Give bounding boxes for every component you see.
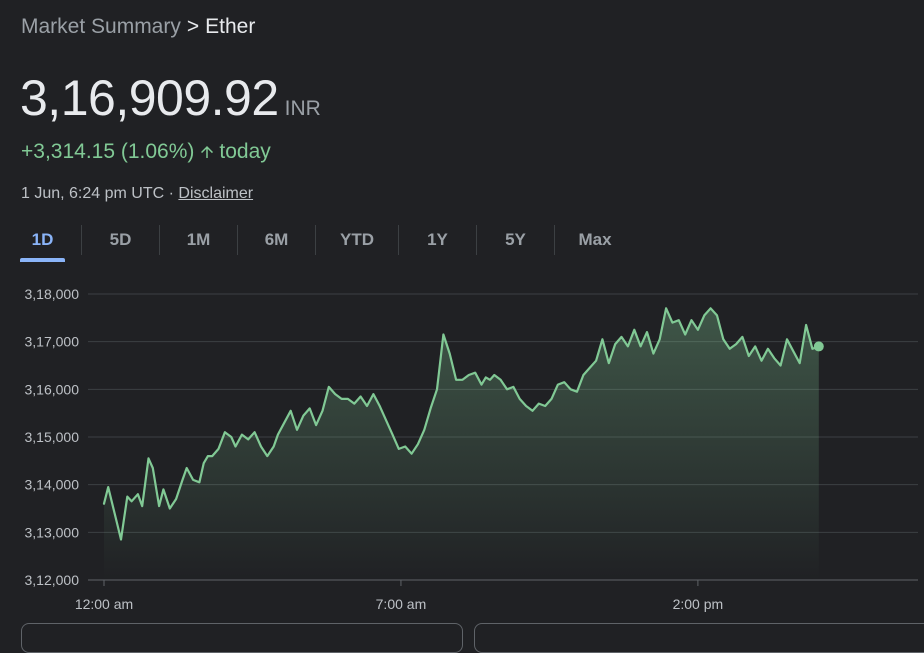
tab-5d[interactable]: 5D [109,230,132,249]
tab-divider [554,225,555,255]
y-tick-label: 3,18,000 [25,286,80,302]
change-amount: +3,314.15 [21,140,116,163]
y-tick-label: 3,15,000 [25,429,80,445]
breadcrumb-separator: > [186,15,200,38]
timestamp-row: 1 Jun, 6:24 pm UTC · Disclaimer [21,184,253,204]
breadcrumb-market-summary[interactable]: Market Summary [21,15,181,38]
tab-5y[interactable]: 5Y [505,230,526,249]
tab-divider [237,225,238,255]
y-tick-label: 3,16,000 [25,381,80,397]
price-line[interactable] [102,307,820,541]
x-tick-label: 7:00 am [376,596,427,612]
y-tick-label: 3,17,000 [25,334,80,350]
tab-6m[interactable]: 6M [264,230,289,249]
tab-divider [398,225,399,255]
range-tabs: 1D 5D 1M 6M YTD 1Y 5Y Max [20,222,635,262]
timestamp: 1 Jun, 6:24 pm UTC [21,185,165,202]
y-tick-label: 3,13,000 [25,524,80,540]
price-value: 3,16,909.92 [20,70,279,126]
y-tick-label: 3,12,000 [25,572,80,588]
tab-ytd[interactable]: YTD [340,230,374,249]
y-axis-labels: 3,12,000 3,13,000 3,14,000 3,15,000 3,16,000… [25,286,80,588]
disclaimer-link[interactable]: Disclaimer [178,185,254,202]
x-axis: 12:00 am 7:00 am 2:00 pm [75,580,723,612]
price-area-fill [104,308,819,580]
x-tick-label: 12:00 am [75,596,133,612]
price-row: 3,16,909.92 INR [20,70,321,126]
tab-1m[interactable]: 1M [186,230,211,249]
breadcrumb-current: Ether [205,15,256,38]
breadcrumb: Market Summary > Ether [21,14,255,40]
tab-1y[interactable]: 1Y [427,230,448,249]
price-chart[interactable]: 3,12,000 3,13,000 3,14,000 3,15,000 3,16,000… [0,275,924,615]
bottom-card-right[interactable] [474,623,924,653]
y-tick-label: 3,14,000 [25,477,80,493]
tab-divider [315,225,316,255]
meta-separator: · [168,185,174,202]
tab-divider [476,225,477,255]
change-period: today [219,140,271,163]
tab-divider [81,225,82,255]
tab-divider [159,225,160,255]
last-price-marker [813,341,824,352]
price-chart-svg[interactable]: 3,12,000 3,13,000 3,14,000 3,15,000 3,16,000… [0,275,924,615]
bottom-card-left[interactable] [21,623,463,653]
arrow-up-icon [201,146,214,158]
tab-1d[interactable]: 1D [20,224,65,262]
price-currency: INR [284,97,321,120]
x-tick-label: 2:00 pm [673,596,724,612]
price-change: +3,314.15 (1.06%) today [21,139,271,165]
tab-max[interactable]: Max [578,230,612,249]
change-percent: (1.06%) [120,140,195,163]
